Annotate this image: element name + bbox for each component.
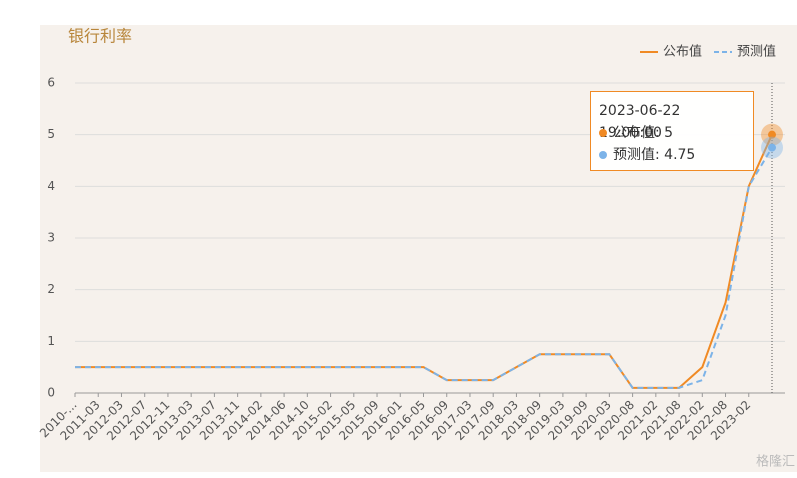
y-tick-label: 4 xyxy=(47,179,55,193)
legend-label: 预测值 xyxy=(737,44,776,60)
chart-title: 银行利率 xyxy=(68,27,132,46)
tooltip-title: 2023-06-22 19:00:00 xyxy=(599,103,681,141)
y-tick-label: 6 xyxy=(47,76,55,90)
watermark: 格隆汇 xyxy=(756,454,795,470)
tooltip-row: 公布值5 xyxy=(599,122,745,144)
y-tick-label: 2 xyxy=(47,282,55,296)
tooltip-name: 公布值 xyxy=(613,125,664,141)
hover-point xyxy=(768,130,776,139)
y-tick-label: 3 xyxy=(47,231,55,245)
legend-label: 公布值 xyxy=(663,44,702,60)
tooltip-value: 5 xyxy=(664,125,674,141)
tooltip: 2023-06-22 19:00:00 公布值5 预测值4.75 xyxy=(590,91,754,171)
tooltip-name: 预测值 xyxy=(613,147,664,163)
tooltip-row: 预测值4.75 xyxy=(599,144,745,166)
series-line xyxy=(75,134,773,389)
y-tick-label: 0 xyxy=(47,386,55,400)
tooltip-value: 4.75 xyxy=(664,147,696,163)
y-tick-label: 5 xyxy=(47,127,55,141)
y-tick-label: 1 xyxy=(47,334,55,348)
hover-point xyxy=(768,143,776,152)
